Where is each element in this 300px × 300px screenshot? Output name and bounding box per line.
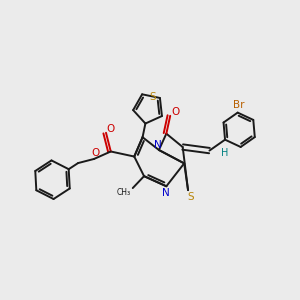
Text: Br: Br [233, 100, 244, 110]
Text: H: H [220, 148, 228, 158]
Text: N: N [163, 188, 170, 198]
Text: O: O [106, 124, 115, 134]
Text: N: N [154, 140, 161, 150]
Text: S: S [188, 192, 194, 202]
Text: CH₃: CH₃ [117, 188, 131, 197]
Text: S: S [149, 92, 156, 102]
Text: O: O [171, 107, 180, 117]
Text: O: O [91, 148, 99, 158]
